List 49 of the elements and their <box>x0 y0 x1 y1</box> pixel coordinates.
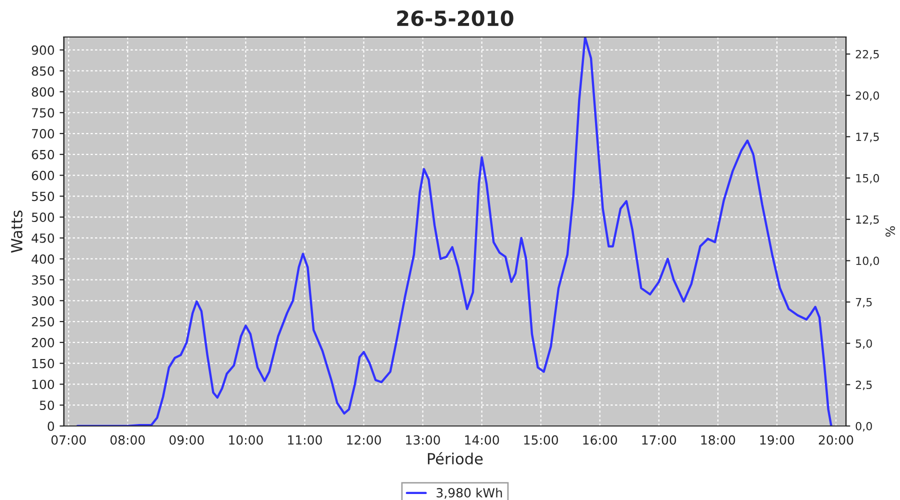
y2-tick-label: 15,0 <box>856 174 880 184</box>
y-tick-label: 900 <box>32 45 54 55</box>
x-tick-label: 12:00 <box>347 435 381 445</box>
x-tick-label: 11:00 <box>288 435 322 445</box>
y-tick-label: 850 <box>32 66 54 76</box>
x-tick-label: 08:00 <box>110 435 145 445</box>
y-tick-label: 0 <box>48 421 54 431</box>
x-tick-label: 07:00 <box>51 435 86 445</box>
x-tick-label: 18:00 <box>701 435 736 445</box>
x-tick-label: 20:00 <box>818 435 854 445</box>
y2-tick-label: 17,5 <box>856 132 879 142</box>
y2-tick-label: 10,0 <box>856 256 880 266</box>
y2-tick-label: 20,0 <box>856 91 880 101</box>
y-tick-label: 350 <box>32 275 54 285</box>
y-tick-label: 150 <box>32 358 54 368</box>
y2-tick-label: 12,5 <box>856 215 879 225</box>
x-tick-label: 13:00 <box>406 435 440 445</box>
y2-tick-label: 22,5 <box>856 50 879 60</box>
legend-label: 3,980 kWh <box>436 488 502 499</box>
y-tick-label: 500 <box>32 212 54 222</box>
y-tick-label: 650 <box>32 150 54 160</box>
x-tick-label: 14:00 <box>465 435 499 445</box>
y-tick-label: 250 <box>32 317 54 326</box>
x-tick-label: 09:00 <box>169 435 204 445</box>
y-tick-label: 750 <box>32 108 54 118</box>
x-tick-label: 15:00 <box>524 435 558 445</box>
x-axis-title: Période <box>428 452 483 465</box>
line-series <box>76 37 832 426</box>
y-tick-label: 450 <box>32 233 54 243</box>
x-tick-label: 16:00 <box>583 435 618 445</box>
y2-tick-label: 0,0 <box>856 422 872 432</box>
chart-title: 26-5-2010 <box>397 10 514 26</box>
y-tick-label: 50 <box>40 400 54 410</box>
x-tick-label: 17:00 <box>642 435 676 445</box>
y-tick-label: 550 <box>32 192 54 202</box>
y2-tick-label: 2,5 <box>856 380 872 390</box>
y2-tick-label: 7,5 <box>856 298 872 308</box>
y-axis-title: Watts <box>11 210 22 253</box>
y2-tick-label: 5,0 <box>856 339 872 349</box>
x-tick-label: 10:00 <box>229 435 263 445</box>
y-tick-label: 400 <box>32 254 54 264</box>
y-tick-label: 800 <box>32 87 54 97</box>
x-tick-label: 19:00 <box>760 435 794 445</box>
y-tick-label: 100 <box>32 380 54 390</box>
y-tick-label: 600 <box>32 170 54 180</box>
y-tick-label: 200 <box>32 338 54 348</box>
y-tick-label: 300 <box>32 296 54 306</box>
y2-axis-title: % <box>886 226 895 237</box>
y-tick-label: 700 <box>32 128 54 138</box>
